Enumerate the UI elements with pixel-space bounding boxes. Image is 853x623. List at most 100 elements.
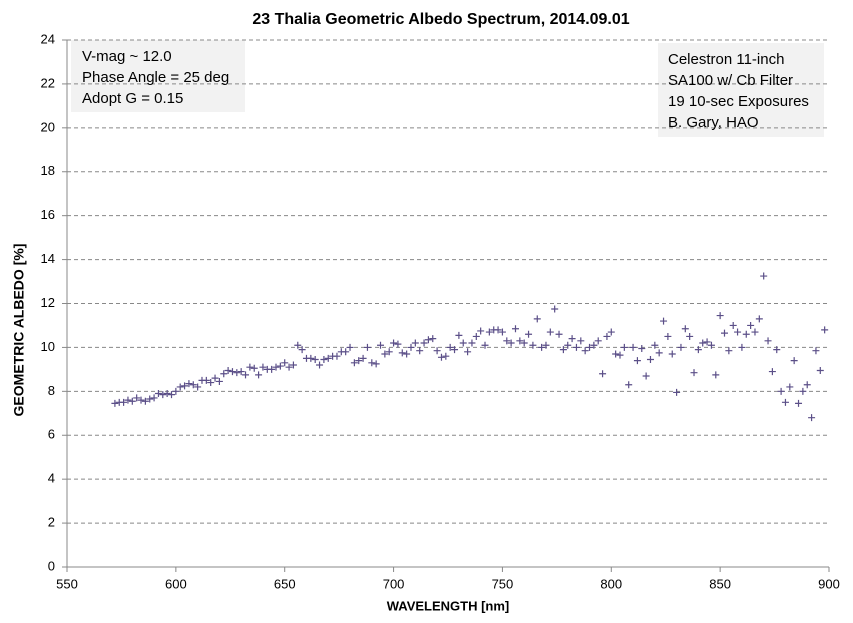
point	[694, 346, 702, 354]
point	[377, 341, 385, 349]
point	[773, 346, 781, 354]
point	[307, 354, 315, 362]
annotation: Phase Angle = 25 deg	[82, 69, 229, 86]
point	[381, 350, 389, 358]
point	[655, 349, 663, 357]
point	[407, 343, 415, 351]
point	[590, 341, 598, 349]
point	[790, 357, 798, 365]
point	[363, 343, 371, 351]
point	[390, 339, 398, 347]
point	[603, 332, 611, 340]
point	[572, 343, 580, 351]
point	[311, 355, 319, 363]
point	[255, 371, 263, 379]
point	[420, 339, 428, 347]
point	[324, 354, 332, 362]
point	[211, 374, 219, 382]
point	[781, 398, 789, 406]
point	[707, 341, 715, 349]
point	[316, 361, 324, 369]
point	[795, 399, 803, 407]
point	[720, 329, 728, 337]
x-tick-label: 650	[274, 576, 296, 591]
annotation-box	[658, 43, 824, 137]
point	[777, 387, 785, 395]
point	[272, 363, 280, 371]
point	[464, 348, 472, 356]
point	[294, 341, 302, 349]
point	[437, 353, 445, 361]
point	[646, 355, 654, 363]
point	[642, 372, 650, 380]
point	[333, 352, 341, 360]
point	[786, 383, 794, 391]
point	[686, 332, 694, 340]
point	[194, 383, 202, 391]
point	[612, 350, 620, 358]
annotation: SA100 w/ Cb Filter	[668, 72, 793, 89]
point	[812, 347, 820, 355]
point	[459, 339, 467, 347]
x-tick-label: 750	[492, 576, 514, 591]
point	[359, 354, 367, 362]
point	[660, 317, 668, 325]
point	[703, 338, 711, 346]
point	[189, 381, 197, 389]
point	[616, 351, 624, 359]
point	[816, 366, 824, 374]
x-tick-label: 800	[600, 576, 622, 591]
point	[350, 359, 358, 367]
point	[651, 341, 659, 349]
y-tick-label: 10	[41, 339, 55, 354]
point	[477, 327, 485, 335]
point	[416, 347, 424, 355]
y-tick-label: 16	[41, 207, 55, 222]
point	[276, 362, 284, 370]
point	[433, 347, 441, 355]
y-tick-label: 12	[41, 295, 55, 310]
point	[246, 363, 254, 371]
point	[516, 337, 524, 345]
y-tick-label: 18	[41, 163, 55, 178]
point	[228, 368, 236, 376]
point	[468, 339, 476, 347]
point	[168, 391, 176, 399]
point	[555, 330, 563, 338]
annotation: B. Gary, HAO	[668, 114, 759, 131]
point	[355, 357, 363, 365]
point	[546, 328, 554, 336]
point	[586, 343, 594, 351]
y-tick-label: 14	[41, 251, 55, 266]
point	[511, 325, 519, 333]
point	[181, 382, 189, 390]
point	[768, 368, 776, 376]
point	[237, 368, 245, 376]
point	[681, 325, 689, 333]
point	[729, 321, 737, 329]
chart-title: 23 Thalia Geometric Albedo Spectrum, 201…	[252, 11, 629, 28]
point	[120, 398, 128, 406]
point	[342, 348, 350, 356]
point	[559, 346, 567, 354]
y-tick-label: 4	[48, 471, 55, 486]
point	[207, 379, 215, 387]
point	[577, 337, 585, 345]
point	[111, 399, 119, 407]
point	[625, 381, 633, 389]
point	[712, 371, 720, 379]
point	[538, 343, 546, 351]
x-tick-label: 600	[165, 576, 187, 591]
point	[411, 339, 419, 347]
point	[716, 312, 724, 320]
point	[128, 397, 136, 405]
point	[503, 337, 511, 345]
point	[224, 366, 232, 374]
point	[799, 387, 807, 395]
y-axis-label: GEOMETRIC ALBEDO [%]	[11, 244, 27, 417]
point	[498, 328, 506, 336]
point	[394, 340, 402, 348]
point	[250, 364, 258, 372]
x-tick-label: 700	[383, 576, 405, 591]
point	[673, 388, 681, 396]
